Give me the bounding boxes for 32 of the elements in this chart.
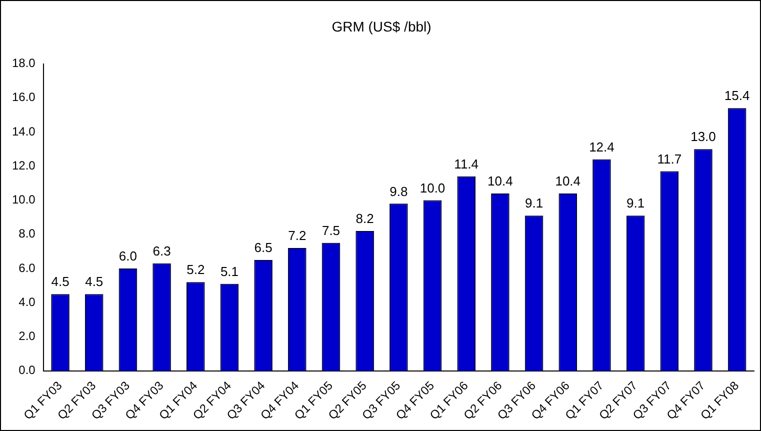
chart-title: GRM (US$ /bbl) — [332, 18, 432, 34]
data-label: 8.2 — [356, 211, 374, 226]
data-label: 15.4 — [724, 88, 750, 104]
y-tick-label: 0.0 — [18, 363, 36, 378]
y-tick-label: 2.0 — [18, 329, 36, 344]
y-tick-label: 8.0 — [18, 226, 36, 241]
data-label: 9.1 — [626, 196, 645, 211]
data-label: 4.5 — [51, 274, 70, 290]
y-tick-label: 18.0 — [12, 56, 36, 70]
y-tick-label: 16.0 — [12, 90, 36, 104]
data-label: 7.5 — [322, 222, 340, 238]
data-label: 11.4 — [454, 156, 479, 172]
data-label: 10.0 — [420, 180, 446, 196]
data-label: 11.7 — [657, 151, 682, 166]
data-label: 9.8 — [390, 184, 408, 199]
y-tick-label: 10.0 — [12, 192, 36, 207]
data-label: 9.1 — [525, 196, 544, 211]
data-label: 7.2 — [288, 228, 306, 244]
data-label: 10.4 — [555, 174, 581, 189]
y-tick-label: 14.0 — [12, 124, 36, 138]
y-tick-label: 6.0 — [18, 260, 36, 275]
data-label: 12.4 — [589, 139, 614, 154]
data-label: 5.2 — [186, 262, 205, 278]
data-label: 6.3 — [152, 243, 171, 258]
data-label: 4.5 — [85, 274, 104, 290]
y-tick-label: 4.0 — [18, 294, 36, 309]
data-label: 10.4 — [488, 174, 513, 189]
data-label: 6.5 — [254, 240, 272, 256]
data-label: 5.1 — [220, 264, 239, 279]
data-label: 6.0 — [118, 248, 137, 264]
data-label: 13.0 — [690, 129, 716, 144]
y-tick-label: 12.0 — [12, 158, 36, 172]
